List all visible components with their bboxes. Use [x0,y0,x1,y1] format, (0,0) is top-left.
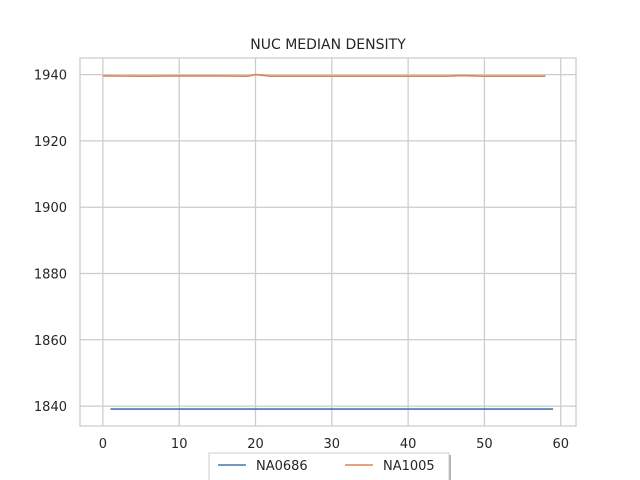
y-tick-label: 1920 [34,135,67,150]
legend-label: NA1005 [383,459,435,474]
legend-box [208,452,450,480]
y-tick-label: 1940 [34,69,67,84]
x-tick-label: 20 [247,437,264,452]
x-tick-label: 50 [476,437,493,452]
series-layer [102,73,554,410]
x-tick-label: 30 [324,437,341,452]
y-tick-label: 1860 [34,334,67,349]
grid [80,58,576,426]
series-line-na1005 [102,73,546,78]
y-tick-label: 1840 [34,400,67,415]
x-tick-label: 60 [552,437,569,452]
x-tick-label: 40 [400,437,417,452]
plot-frame [79,57,577,427]
x-tick-label: 10 [171,437,188,452]
x-tick-label: 0 [99,437,107,452]
y-tick-label: 1880 [34,267,67,282]
tick-labels: 0 10 20 30 40 50 60 1840 1860 1880 1900 1920 1940 [34,69,569,452]
legend: NA0686 NA1005 [208,452,451,480]
legend-label: NA0686 [256,459,308,474]
y-tick-label: 1900 [34,201,67,216]
chart-title: NUC MEDIAN DENSITY [250,37,406,53]
